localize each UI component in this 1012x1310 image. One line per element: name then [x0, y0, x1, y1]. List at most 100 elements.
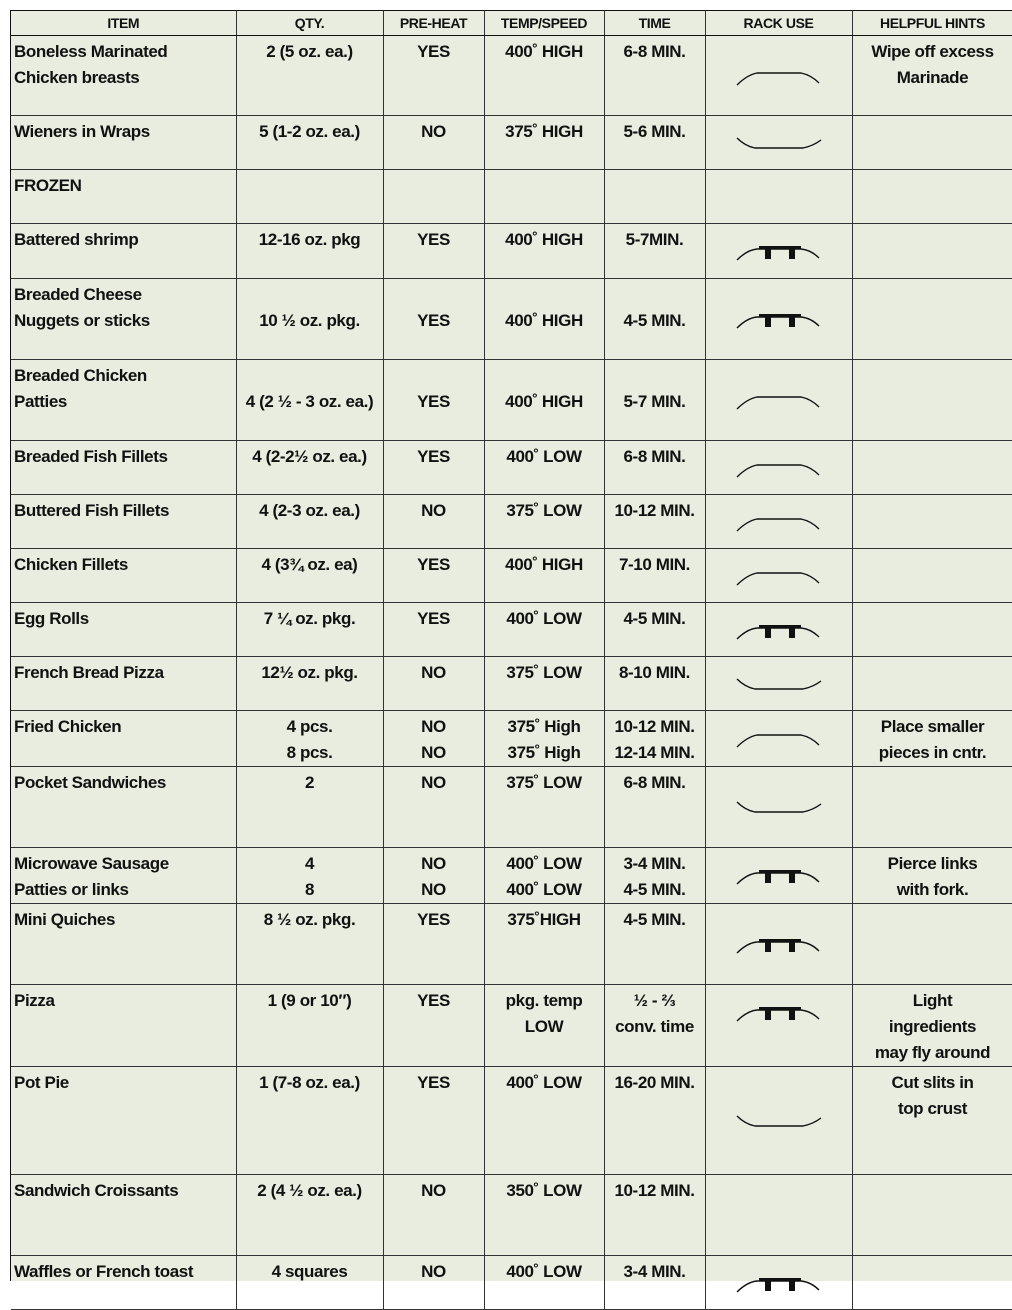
time-cell: 5-7MIN. — [604, 223, 706, 279]
pan-rack-icon — [736, 870, 819, 885]
rack-use-cell — [705, 766, 853, 848]
header-preheat: PRE-HEAT — [383, 11, 485, 36]
header-helpful-hints: HELPFUL HINTS — [852, 11, 1012, 36]
temp-speed-line: 400˚ HIGH — [505, 392, 583, 411]
item-line: Pizza — [14, 991, 55, 1010]
preheat-cell: NO NO — [383, 847, 485, 904]
hint-cell — [852, 903, 1012, 985]
item-line: Microwave Sausage — [14, 854, 169, 873]
time-cell: 10-12 MIN. — [604, 1174, 706, 1256]
qty-cell: 4 squares — [236, 1255, 384, 1310]
preheat-line: YES — [417, 609, 450, 628]
qty-cell: 2 (5 oz. ea.) — [236, 35, 384, 116]
preheat-cell: YES — [383, 903, 485, 985]
table-row: Boneless Marinated Chicken breasts 2 (5 oz… — [11, 35, 1012, 116]
preheat-cell: NO NO — [383, 710, 485, 767]
temp-speed-cell: 375˚ LOW — [484, 656, 605, 711]
rack-use-cell — [705, 440, 853, 495]
temp-speed-line: 400˚ LOW — [506, 609, 582, 628]
qty-line: 8 — [304, 880, 315, 899]
temp-speed-cell: 400˚ HIGH — [484, 278, 605, 360]
hint-line: Place smaller — [880, 717, 985, 736]
item-line: Chicken breasts — [14, 68, 140, 87]
time-cell — [604, 169, 706, 224]
temp-speed-cell: 375˚ HIGH — [484, 115, 605, 170]
qty-cell: 10 ½ oz. pkg. — [236, 278, 384, 360]
hint-line: Light — [912, 991, 953, 1010]
item-cell: FROZEN — [11, 169, 237, 224]
table-row: Breaded Chicken Patties 4 (2 ½ - 3 oz. ea.… — [11, 359, 1012, 441]
time-line: 4-5 MIN. — [623, 311, 686, 330]
hint-cell — [852, 278, 1012, 360]
time-line: 4-5 MIN. — [623, 880, 686, 899]
time-line: 3-4 MIN. — [623, 854, 686, 873]
item-cell: Microwave Sausage Patties or links — [11, 847, 237, 904]
preheat-cell: YES — [383, 602, 485, 657]
qty-cell: 12½ oz. pkg. — [236, 656, 384, 711]
hint-cell — [852, 494, 1012, 549]
hint-cell: Pierce links with fork. — [852, 847, 1012, 904]
item-cell: Waffles or French toast — [11, 1255, 237, 1310]
time-line: 10-12 MIN. — [614, 501, 695, 520]
preheat-cell: YES — [383, 548, 485, 603]
qty-line: 8 pcs. — [286, 743, 333, 762]
pan-rack-icon — [736, 246, 819, 261]
time-line: 10-12 MIN. — [614, 1181, 695, 1200]
preheat-line: YES — [417, 42, 450, 61]
time-line: conv. time — [615, 1017, 694, 1036]
temp-speed-cell — [484, 169, 605, 224]
temp-speed-cell: 350˚ LOW — [484, 1174, 605, 1256]
preheat-line: NO — [421, 743, 446, 762]
rack-use-cell — [705, 847, 853, 904]
preheat-line: NO — [421, 717, 446, 736]
preheat-cell: YES — [383, 278, 485, 360]
rack-use-cell — [705, 903, 853, 985]
time-cell: 5-7 MIN. — [604, 359, 706, 441]
item-line: Mini Quiches — [14, 910, 115, 929]
temp-speed-line: 400˚ LOW — [506, 854, 582, 873]
preheat-cell — [383, 169, 485, 224]
hint-cell: Light ingredients may fly around — [852, 984, 1012, 1067]
time-cell: 5-6 MIN. — [604, 115, 706, 170]
qty-line: 4 (2 ½ - 3 oz. ea.) — [245, 392, 374, 411]
temp-speed-line: 375˚ High — [507, 743, 581, 762]
item-cell: Egg Rolls — [11, 602, 237, 657]
item-line: Nuggets or sticks — [14, 311, 150, 330]
temp-speed-cell: 400˚ LOW — [484, 440, 605, 495]
temp-speed-cell: 375˚ High 375˚ High — [484, 710, 605, 767]
item-cell: Chicken Fillets — [11, 548, 237, 603]
time-cell: 6-8 MIN. — [604, 35, 706, 116]
time-cell: 3-4 MIN. — [604, 1255, 706, 1310]
qty-cell: 7 ¼ oz. pkg. — [236, 602, 384, 657]
low-rack-icon — [736, 137, 821, 149]
preheat-line: YES — [417, 311, 450, 330]
table-row: Sandwich Croissants 2 (4 ½ oz. ea.) NO 350˚… — [11, 1174, 1012, 1256]
time-cell: 7-10 MIN. — [604, 548, 706, 603]
temp-speed-line: LOW — [524, 1017, 564, 1036]
time-cell: 4-5 MIN. — [604, 903, 706, 985]
time-line: 6-8 MIN. — [623, 42, 686, 61]
temp-speed-line: 400˚ HIGH — [505, 230, 583, 249]
item-line: Breaded Fish Fillets — [14, 447, 168, 466]
qty-cell: 2 — [236, 766, 384, 848]
hint-line: with fork. — [896, 880, 969, 899]
qty-cell: 4 (2 ½ - 3 oz. ea.) — [236, 359, 384, 441]
temp-speed-line: 400˚ LOW — [506, 1262, 582, 1281]
item-cell: Pot Pie — [11, 1066, 237, 1175]
hint-line: ingredients — [888, 1017, 977, 1036]
preheat-cell: NO — [383, 1174, 485, 1256]
low-rack-icon — [736, 678, 821, 690]
qty-cell: 2 (4 ½ oz. ea.) — [236, 1174, 384, 1256]
table-row: Breaded Fish Fillets 4 (2-2½ oz. ea.) YES 4… — [11, 440, 1012, 495]
item-cell: Fried Chicken — [11, 710, 237, 767]
time-cell: 4-5 MIN. — [604, 278, 706, 360]
table-row: Waffles or French toast 4 squares NO 400˚ L… — [11, 1255, 1012, 1310]
time-line: 7-10 MIN. — [618, 555, 691, 574]
rack-use-cell — [705, 359, 853, 441]
preheat-line: YES — [417, 910, 450, 929]
hint-cell — [852, 548, 1012, 603]
pan-rack-icon — [736, 1278, 819, 1293]
hint-cell — [852, 602, 1012, 657]
item-line: Egg Rolls — [14, 609, 89, 628]
pan-rack-icon — [736, 625, 819, 640]
